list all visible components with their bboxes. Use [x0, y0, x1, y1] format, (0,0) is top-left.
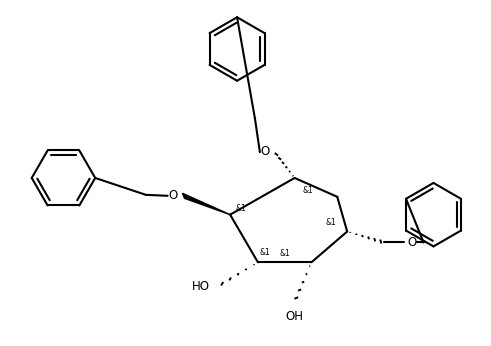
- Text: &1: &1: [326, 218, 336, 227]
- Text: HO: HO: [192, 280, 210, 293]
- Text: O: O: [168, 189, 177, 202]
- Text: OH: OH: [286, 310, 303, 323]
- Text: &1: &1: [260, 248, 271, 257]
- Text: O: O: [260, 145, 270, 158]
- Text: O: O: [407, 236, 416, 249]
- Polygon shape: [183, 193, 230, 215]
- Text: &1: &1: [279, 249, 290, 258]
- Text: &1: &1: [302, 186, 313, 195]
- Text: &1: &1: [235, 204, 246, 213]
